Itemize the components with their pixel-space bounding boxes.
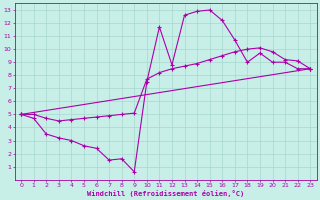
X-axis label: Windchill (Refroidissement éolien,°C): Windchill (Refroidissement éolien,°C) (87, 190, 244, 197)
